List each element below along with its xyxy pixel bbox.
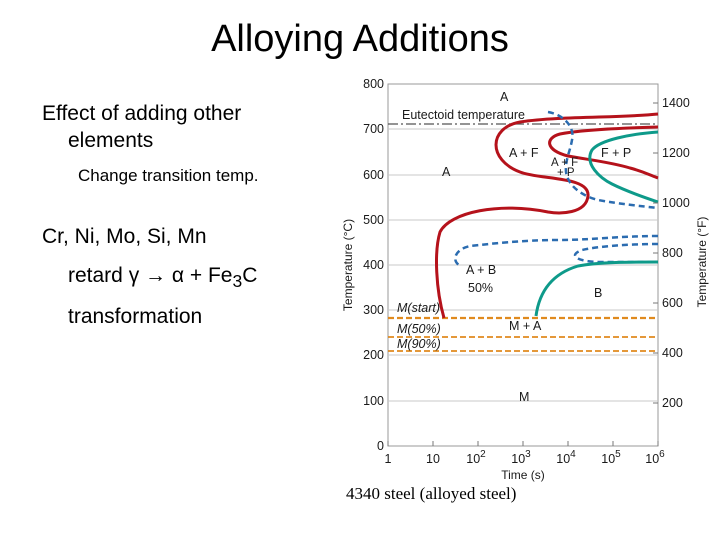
- label-fifty-percent: 50%: [468, 281, 493, 295]
- bullet-change-transition-temp: Change transition temp.: [78, 166, 259, 185]
- x-tick-1000000: 106: [645, 449, 665, 466]
- subscript-3: 3: [232, 271, 243, 292]
- slide-title: Alloying Additions: [211, 18, 509, 60]
- y-right-tick-1400: 1400: [662, 96, 690, 110]
- x-tick-1000: 103: [511, 449, 531, 466]
- x-tick-10000: 104: [556, 449, 576, 466]
- label-m-90: M(90%): [397, 337, 441, 351]
- y-tick-400: 400: [363, 258, 384, 272]
- y-tick-800: 800: [363, 77, 384, 91]
- x-tick-10: 10: [426, 452, 440, 466]
- y-tick-500: 500: [363, 213, 384, 227]
- c-text: C: [242, 264, 258, 287]
- y-tick-700: 700: [363, 122, 384, 136]
- y-tick-100: 100: [363, 394, 384, 408]
- label-a-plus-f-small: A + F: [551, 157, 578, 169]
- y-right-tick-400: 400: [662, 346, 683, 360]
- x-tick-100: 102: [466, 449, 486, 466]
- x-ticks: 1 10 102 103 104 105 106: [385, 449, 666, 466]
- y-right-tick-1200: 1200: [662, 146, 690, 160]
- label-eutectoid: Eutectoid temperature: [402, 108, 525, 122]
- retard-line: retard γ → α + Fe3C: [68, 258, 257, 299]
- gamma-symbol: γ: [128, 264, 140, 287]
- y-right-tick-200: 200: [662, 396, 683, 410]
- y-tick-300: 300: [363, 303, 384, 317]
- y-right-axis-title: Temperature (°F): [695, 217, 709, 308]
- bullet-line-2: elements: [68, 129, 154, 152]
- y-right-tick-800: 800: [662, 246, 683, 260]
- x-tick-marks: [387, 441, 659, 446]
- y-tick-0: 0: [377, 439, 384, 453]
- teal-upper-curve: [588, 130, 659, 204]
- blue-dashed-upper: [547, 110, 659, 210]
- bullet-retard-transformation: retard γ → α + Fe3C transformation: [68, 258, 257, 335]
- label-a-plus-b: A + B: [466, 263, 496, 277]
- y-left-axis-title: Temperature (°C): [341, 219, 355, 311]
- y-right-ticks: 200 400 600 800 1000 1200 1400: [662, 96, 690, 410]
- bullet-elements-list: Cr, Ni, Mo, Si, Mn: [42, 225, 207, 248]
- y-left-ticks: 0 100 200 300 400 500 600 700 800: [363, 77, 384, 453]
- y-right-tick-marks: [653, 102, 658, 404]
- blue-dashed-bainite: [454, 234, 659, 268]
- x-axis-title: Time (s): [501, 468, 545, 482]
- x-tick-1: 1: [385, 452, 392, 466]
- teal-bainite-curve: [534, 260, 659, 317]
- label-f-plus-p: F + P: [601, 146, 631, 160]
- grid-lines: [388, 128, 658, 402]
- label-b: B: [594, 286, 602, 300]
- alpha-symbol: α: [171, 264, 185, 287]
- fe-text: + Fe: [184, 264, 233, 287]
- transformation-line: transformation: [68, 305, 203, 329]
- label-m-plus-a: M + A: [509, 319, 542, 333]
- x-tick-100000: 105: [601, 449, 621, 466]
- figure-caption: 4340 steel (alloyed steel): [346, 484, 517, 503]
- bullet-line-1: Effect of adding other: [42, 102, 242, 125]
- label-m-start: M(start): [397, 301, 440, 315]
- retard-text: retard: [68, 264, 129, 287]
- label-m: M: [519, 390, 529, 404]
- y-tick-600: 600: [363, 168, 384, 182]
- y-right-tick-600: 600: [662, 296, 683, 310]
- label-a-plus-p: + P: [557, 167, 575, 179]
- y-right-tick-1000: 1000: [662, 196, 690, 210]
- label-a-top: A: [500, 90, 509, 104]
- red-finish-curve: [548, 125, 659, 180]
- bullet-effect-of-elements: Effect of adding other elements: [42, 100, 332, 154]
- arrow-icon: →: [145, 264, 167, 287]
- label-m-50: M(50%): [397, 322, 441, 336]
- label-a-left: A: [442, 165, 451, 179]
- red-start-curve: [435, 112, 659, 319]
- label-a-plus-f: A + F: [509, 146, 539, 160]
- y-tick-200: 200: [363, 348, 384, 362]
